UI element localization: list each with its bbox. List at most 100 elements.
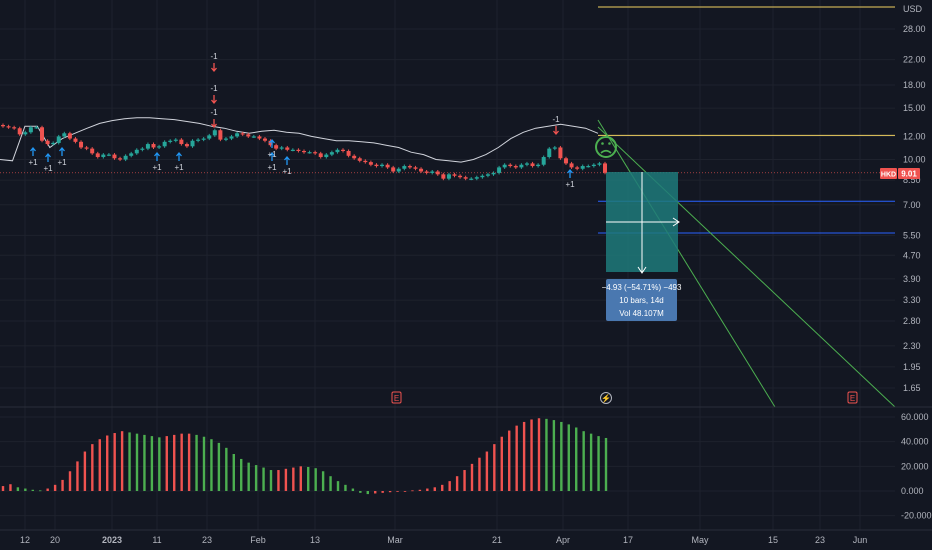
earnings-future-icon[interactable]: E bbox=[847, 391, 858, 404]
oscillator-axis[interactable]: 60.000 40.000 20.000 0.000 -20.000 bbox=[901, 412, 932, 521]
candle-body bbox=[268, 140, 273, 146]
earnings-event-icon[interactable]: E bbox=[391, 391, 402, 404]
candle-body bbox=[274, 145, 279, 149]
candle-body bbox=[168, 140, 173, 142]
price-tick-label: 2.80 bbox=[903, 316, 921, 326]
histogram-bar bbox=[158, 437, 161, 491]
candle-body bbox=[296, 149, 301, 151]
time-axis[interactable]: 12 20 2023 11 23 Feb 13 Mar 21 Apr 17 May 15 23 Jun bbox=[20, 535, 867, 545]
histogram-bar bbox=[418, 489, 422, 491]
candle-body bbox=[363, 160, 368, 163]
price-tick-label: 15.00 bbox=[903, 103, 926, 113]
candle-body bbox=[435, 171, 440, 175]
histogram-bar bbox=[173, 434, 176, 491]
dividend-event-icon[interactable]: ⚡ bbox=[600, 392, 612, 404]
candle-body bbox=[95, 153, 100, 158]
price-tick-label: 4.70 bbox=[903, 250, 921, 260]
histogram-bar bbox=[545, 418, 548, 491]
histogram-bar bbox=[120, 431, 124, 491]
candle-body bbox=[118, 158, 123, 160]
candle-body bbox=[396, 168, 401, 172]
buy-arrow-icon bbox=[284, 155, 290, 165]
histogram-bar bbox=[441, 484, 444, 491]
candle-body bbox=[463, 177, 468, 179]
candle-body bbox=[12, 127, 17, 129]
candle-body bbox=[374, 164, 379, 167]
buy-arrow-icon bbox=[176, 151, 182, 161]
signal-label: -1 bbox=[210, 52, 218, 61]
candle-body bbox=[212, 130, 217, 136]
candle-body bbox=[603, 163, 607, 173]
histogram-bar bbox=[113, 433, 116, 491]
histogram-bar bbox=[455, 476, 459, 491]
candle-body bbox=[513, 166, 518, 168]
candle-body bbox=[547, 148, 552, 158]
candle-body bbox=[1, 125, 5, 127]
candle-body bbox=[385, 164, 390, 168]
histogram-bar bbox=[247, 462, 250, 491]
time-tick-label: 2023 bbox=[102, 535, 122, 545]
histogram-bar bbox=[76, 461, 79, 491]
measure-tool[interactable] bbox=[606, 172, 680, 274]
candle-body bbox=[246, 134, 251, 137]
histogram-bar bbox=[232, 454, 235, 491]
time-tick-label: 20 bbox=[50, 535, 60, 545]
candles bbox=[1, 123, 607, 181]
earnings-future-label: E bbox=[850, 394, 855, 403]
candle-body bbox=[90, 148, 95, 154]
candle-body bbox=[196, 139, 201, 141]
last-price-tag: HKD 9.01 bbox=[880, 168, 920, 179]
time-tick-label: 17 bbox=[623, 535, 633, 545]
candle-body bbox=[6, 126, 11, 128]
candle-body bbox=[368, 162, 373, 165]
candle-body bbox=[28, 127, 33, 133]
histogram-bar bbox=[396, 491, 399, 492]
signal-label: -1 bbox=[210, 108, 218, 117]
candle-body bbox=[240, 133, 245, 135]
price-tick-label: 5.50 bbox=[903, 230, 921, 240]
candle-body bbox=[112, 154, 117, 159]
time-tick-label: Mar bbox=[387, 535, 403, 545]
time-tick-label: Jun bbox=[853, 535, 868, 545]
histogram-bar bbox=[292, 467, 295, 491]
price-axis[interactable]: 28.00 22.00 18.00 15.00 12.00 10.00 8.50 7.00 5.… bbox=[903, 24, 926, 393]
histogram-bar bbox=[165, 436, 168, 491]
osc-tick-label: 40.000 bbox=[901, 437, 929, 447]
candle-body bbox=[262, 138, 267, 141]
candle-body bbox=[207, 135, 212, 139]
histogram-bar bbox=[411, 490, 414, 492]
histogram-bar bbox=[210, 439, 213, 491]
histogram-bar bbox=[53, 484, 57, 491]
osc-tick-label: 0.000 bbox=[901, 486, 924, 496]
candle-body bbox=[151, 144, 156, 148]
candle-body bbox=[290, 149, 295, 151]
candle-body bbox=[56, 136, 61, 143]
histogram-bar bbox=[522, 421, 526, 491]
signal-label: +1 bbox=[174, 163, 184, 172]
candle-body bbox=[335, 149, 340, 153]
histogram-bar bbox=[478, 457, 481, 491]
histogram-bar bbox=[604, 437, 608, 491]
signal-label: +1 bbox=[267, 163, 277, 172]
candle-body bbox=[597, 163, 602, 165]
histogram-bar bbox=[299, 466, 302, 491]
candle-body bbox=[530, 163, 535, 167]
histogram-bar bbox=[329, 476, 332, 491]
candle-body bbox=[67, 133, 72, 139]
histogram-bar bbox=[195, 434, 198, 491]
candle-body bbox=[184, 144, 189, 147]
time-tick-label: Apr bbox=[556, 535, 570, 545]
price-tick-label: 22.00 bbox=[903, 55, 926, 65]
histogram-bar bbox=[374, 491, 377, 494]
candle-body bbox=[474, 177, 479, 179]
histogram-bar bbox=[284, 468, 288, 491]
price-tick-label: 2.30 bbox=[903, 341, 921, 351]
candle-body bbox=[201, 138, 206, 140]
trend-line[interactable] bbox=[597, 119, 776, 408]
dividend-event-label: ⚡ bbox=[601, 393, 611, 403]
candle-body bbox=[563, 158, 568, 164]
osc-tick-label: 20.000 bbox=[901, 461, 929, 471]
signal-label: +1 bbox=[28, 158, 38, 167]
candle-body bbox=[134, 149, 139, 154]
